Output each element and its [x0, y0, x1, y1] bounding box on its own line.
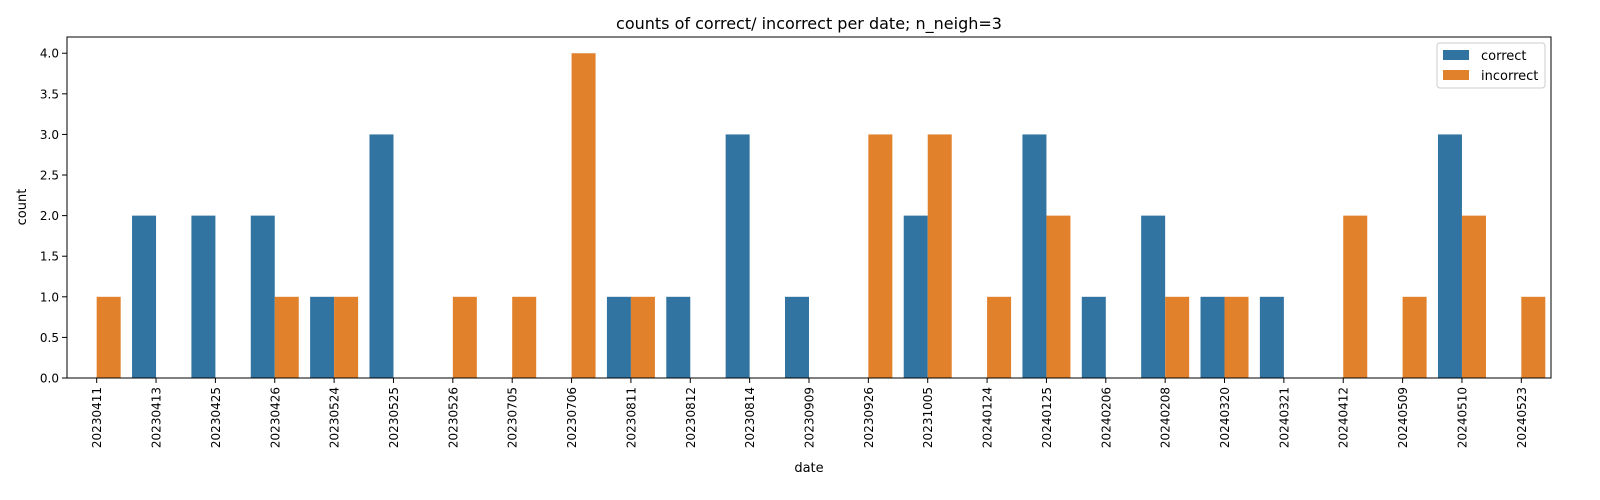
bar-incorrect-20240320: [1224, 296, 1249, 378]
y-tick-label: 1.0: [40, 290, 59, 304]
legend-swatch-correct: [1443, 50, 1469, 60]
bar-correct-20240510: [1437, 134, 1462, 378]
y-tick-label: 2.5: [40, 169, 59, 183]
y-tick-label: 1.5: [40, 250, 59, 264]
bar-correct-20230812: [666, 296, 691, 378]
y-tick-label: 4.0: [40, 47, 59, 61]
chart-title: counts of correct/ incorrect per date; n…: [616, 14, 1002, 34]
x-tick-label: 20240412: [1337, 387, 1351, 448]
y-tick-label: 2.0: [40, 209, 59, 223]
x-tick-label: 20240523: [1515, 387, 1529, 448]
y-tick-label: 0.5: [40, 331, 59, 345]
x-tick-label: 20230526: [446, 387, 460, 448]
bar-incorrect-20231005: [927, 134, 952, 378]
bar-incorrect-20240509: [1402, 296, 1427, 378]
legend-label-incorrect: incorrect: [1481, 69, 1538, 84]
x-tick-label: 20240125: [1040, 387, 1054, 448]
x-tick-label: 20240509: [1396, 387, 1410, 448]
y-tick-label: 0.0: [40, 372, 59, 386]
bar-correct-20230811: [606, 296, 631, 378]
x-tick-label: 20230705: [506, 387, 520, 448]
bar-correct-20230525: [369, 134, 394, 378]
x-tick-label: 20240321: [1277, 387, 1291, 448]
bar-correct-20230413: [132, 215, 157, 378]
bar-incorrect-20230705: [512, 296, 537, 378]
x-tick-label: 20231005: [921, 387, 935, 448]
bar-incorrect-20230524: [334, 296, 359, 378]
bar-incorrect-20240208: [1165, 296, 1190, 378]
bar-incorrect-20230426: [274, 296, 299, 378]
y-axis-label: count: [15, 189, 30, 226]
bar-correct-20230909: [785, 296, 809, 378]
bar-incorrect-20230706: [571, 53, 596, 378]
y-tick-label: 3.0: [40, 128, 59, 142]
legend-swatch-incorrect: [1443, 70, 1469, 80]
x-tick-label: 20230814: [743, 387, 757, 448]
x-tick-label: 20230926: [862, 387, 876, 448]
bar-correct-20230425: [191, 215, 216, 378]
bar-incorrect-20240523: [1521, 296, 1546, 378]
bar-correct-20230814: [725, 134, 750, 378]
bar-correct-20230524: [310, 296, 335, 378]
bar-incorrect-20240510: [1461, 215, 1486, 378]
bar-correct-20240208: [1141, 215, 1166, 378]
legend-label-correct: correct: [1481, 49, 1527, 64]
x-tick-label: 20230411: [90, 387, 104, 448]
bar-correct-20230426: [250, 215, 275, 378]
x-tick-label: 20230909: [803, 387, 817, 448]
x-tick-label: 20230413: [150, 387, 164, 448]
x-tick-label: 20240510: [1455, 387, 1469, 448]
bar-incorrect-20230926: [868, 134, 893, 378]
x-tick-label: 20230812: [684, 387, 698, 448]
bar-correct-20240206: [1081, 296, 1106, 378]
x-axis-label: date: [794, 461, 823, 476]
x-tick-label: 20240124: [981, 387, 995, 448]
x-tick-label: 20230426: [268, 387, 282, 448]
x-tick-label: 20230524: [328, 387, 342, 448]
legend: correct incorrect: [1436, 42, 1546, 89]
bar-correct-20240320: [1200, 296, 1225, 378]
x-tick-label: 20230425: [209, 387, 223, 448]
bar-incorrect-20240125: [1046, 215, 1071, 378]
bar-correct-20240321: [1259, 296, 1284, 378]
x-tick-label: 20230525: [387, 387, 401, 448]
x-tick-label: 20240208: [1159, 387, 1173, 448]
bars-group: [96, 53, 1546, 378]
bar-incorrect-20240412: [1343, 215, 1368, 378]
x-tick-label: 20230811: [624, 387, 638, 448]
y-tick-label: 3.5: [40, 87, 59, 101]
bar-incorrect-20230411: [96, 296, 121, 378]
plot-frame: [66, 36, 1552, 379]
bar-incorrect-20230811: [630, 296, 655, 378]
bar-incorrect-20240124: [987, 296, 1012, 378]
y-axis: 0.0 0.5 1.0 1.5 2.0 2.5 3.0 3.5 4.0: [40, 47, 67, 386]
bar-correct-20231005: [903, 215, 928, 378]
x-tick-label: 20240206: [1099, 387, 1113, 448]
x-tick-label: 20230706: [565, 387, 579, 448]
bar-correct-20240125: [1022, 134, 1047, 378]
x-axis: 20230411 20230413 20230425 20230426 20230524…: [90, 378, 1529, 448]
x-tick-label: 20240320: [1218, 387, 1232, 448]
bar-incorrect-20230526: [452, 296, 477, 378]
